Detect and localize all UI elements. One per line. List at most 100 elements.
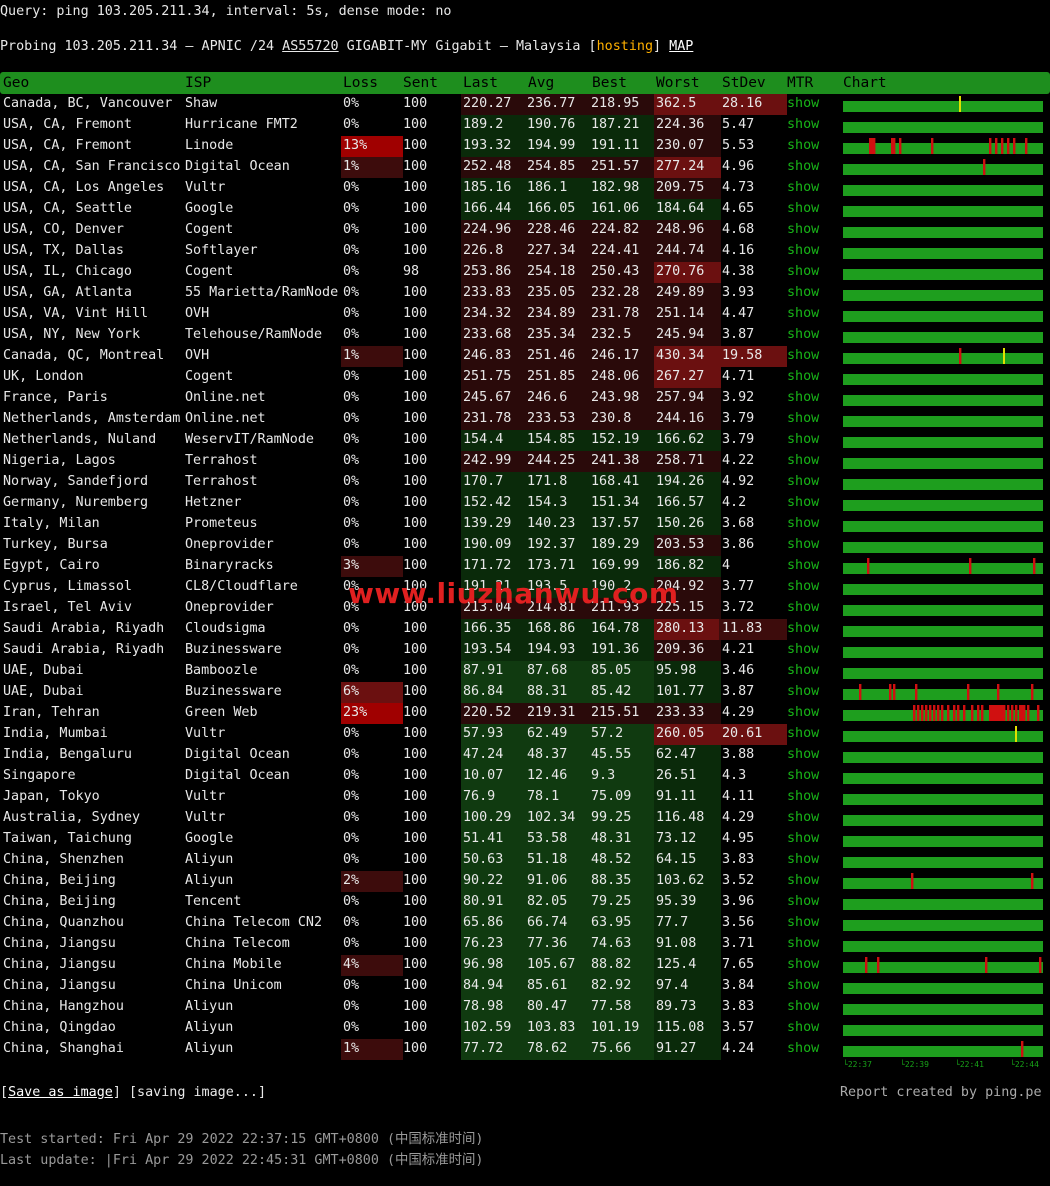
mtr-link[interactable]: show [787, 789, 820, 804]
isp-cell: Cogent [185, 222, 234, 237]
mtr-link[interactable]: show [787, 201, 820, 216]
sent-cell: 100 [403, 348, 428, 363]
sent-cell: 100 [403, 915, 428, 930]
mtr-link[interactable]: show [787, 1020, 820, 1035]
avg-cell: 168.86 [525, 619, 591, 640]
mtr-link[interactable]: show [787, 495, 820, 510]
best-cell: 243.98 [589, 388, 656, 409]
mtr-link[interactable]: show [787, 117, 820, 132]
query-line: Query: ping 103.205.211.34, interval: 5s… [0, 4, 452, 19]
mtr-link[interactable]: show [787, 894, 820, 909]
mtr-link[interactable]: show [787, 243, 820, 258]
mtr-link[interactable]: show [787, 936, 820, 951]
mtr-link[interactable]: show [787, 180, 820, 195]
mtr-link[interactable]: show [787, 537, 820, 552]
last-cell: 166.35 [461, 619, 527, 640]
mtr-link[interactable]: show [787, 852, 820, 867]
last-cell: 226.8 [461, 241, 527, 262]
isp-cell: Online.net [185, 390, 266, 405]
last-cell: 139.29 [461, 514, 527, 535]
best-cell: 251.57 [589, 157, 656, 178]
last-cell: 171.72 [461, 556, 527, 577]
mtr-link[interactable]: show [787, 810, 820, 825]
mtr-link[interactable]: show [787, 873, 820, 888]
mtr-link[interactable]: show [787, 306, 820, 321]
sent-cell: 100 [403, 222, 428, 237]
mtr-link[interactable]: show [787, 978, 820, 993]
packet-loss-mark [947, 705, 950, 721]
sent-cell: 98 [403, 264, 420, 279]
worst-cell: 225.15 [654, 598, 721, 619]
stdev-cell: 4.29 [722, 705, 755, 720]
avg-cell: 227.34 [525, 241, 591, 262]
asn-link[interactable]: AS55720 [282, 39, 339, 54]
packet-loss-mark [1007, 705, 1010, 721]
sent-cell: 100 [403, 936, 428, 951]
best-cell: 9.3 [589, 766, 656, 787]
mtr-link[interactable]: show [787, 369, 820, 384]
best-cell: 161.06 [589, 199, 656, 220]
packet-loss-mark [889, 684, 892, 700]
worst-cell: 91.11 [654, 787, 721, 808]
chart-baseline [843, 437, 1043, 448]
geo-cell: China, Jiangsu [3, 957, 116, 972]
mtr-link[interactable]: show [787, 474, 820, 489]
sent-cell: 100 [403, 411, 428, 426]
mtr-link[interactable]: show [787, 432, 820, 447]
geo-cell: UAE, Dubai [3, 663, 84, 678]
mtr-link[interactable]: show [787, 1041, 820, 1056]
last-cell: 193.32 [461, 136, 527, 157]
table-row: Netherlands, Amsterdam Online.net 0% 100 231… [0, 409, 1050, 430]
table-row: USA, CA, Seattle Google 0% 100 166.44 166.05 1… [0, 199, 1050, 220]
mtr-link[interactable]: show [787, 411, 820, 426]
stdev-cell: 3.57 [722, 1020, 755, 1035]
latency-sparkline [843, 957, 1043, 973]
mtr-link[interactable]: show [787, 831, 820, 846]
sent-cell: 100 [403, 432, 428, 447]
mtr-link[interactable]: show [787, 453, 820, 468]
last-cell: 77.72 [461, 1039, 527, 1060]
avg-cell: 190.76 [525, 115, 591, 136]
latency-sparkline [843, 831, 1043, 847]
mtr-link[interactable]: show [787, 516, 820, 531]
avg-cell: 228.46 [525, 220, 591, 241]
mtr-link[interactable]: show [787, 558, 820, 573]
mtr-link[interactable]: show [787, 222, 820, 237]
mtr-link[interactable]: show [787, 327, 820, 342]
last-cell: 78.98 [461, 997, 527, 1018]
mtr-link[interactable]: show [787, 999, 820, 1014]
mtr-link[interactable]: show [787, 621, 820, 636]
best-cell: 191.36 [589, 640, 656, 661]
mtr-link[interactable]: show [787, 390, 820, 405]
mtr-link[interactable]: show [787, 663, 820, 678]
mtr-link[interactable]: show [787, 915, 820, 930]
mtr-link[interactable]: show [787, 264, 820, 279]
packet-loss-mark [989, 138, 992, 154]
mtr-link[interactable]: show [787, 159, 820, 174]
best-cell: 211.93 [589, 598, 656, 619]
mtr-link[interactable]: show [787, 747, 820, 762]
latency-sparkline [843, 411, 1043, 427]
avg-cell: 51.18 [525, 850, 591, 871]
save-as-image-link[interactable]: Save as image [8, 1085, 113, 1100]
mtr-link[interactable]: show [787, 285, 820, 300]
table-row: Cyprus, Limassol CL8/Cloudflare 0% 100 191.2… [0, 577, 1050, 598]
loss-cell: 0% [343, 915, 360, 930]
mtr-link[interactable]: show [787, 726, 820, 741]
mtr-link[interactable]: show [787, 600, 820, 615]
mtr-link[interactable]: show [787, 138, 820, 153]
worst-cell: 251.14 [654, 304, 721, 325]
last-cell: 90.22 [461, 871, 527, 892]
map-link[interactable]: MAP [669, 39, 694, 54]
loss-cell: 0% [343, 999, 360, 1014]
mtr-link[interactable]: show [787, 642, 820, 657]
mtr-link[interactable]: show [787, 96, 820, 111]
packet-loss-mark [1015, 705, 1018, 721]
mtr-link[interactable]: show [787, 957, 820, 972]
isp-cell: Aliyun [185, 873, 234, 888]
mtr-link[interactable]: show [787, 684, 820, 699]
mtr-link[interactable]: show [787, 579, 820, 594]
mtr-link[interactable]: show [787, 705, 820, 720]
mtr-link[interactable]: show [787, 348, 820, 363]
mtr-link[interactable]: show [787, 768, 820, 783]
